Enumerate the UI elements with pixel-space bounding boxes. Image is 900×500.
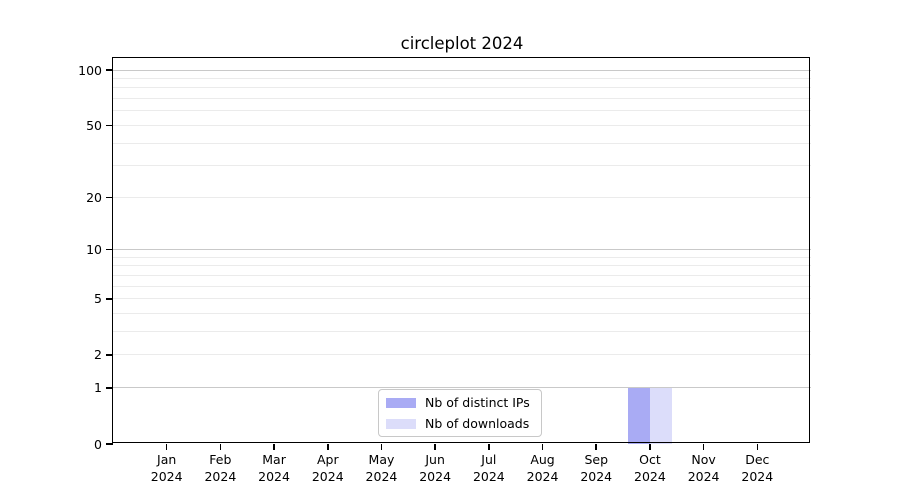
x-axis-tick-label: Jul 2024 bbox=[472, 452, 505, 484]
x-axis-tick bbox=[702, 444, 705, 450]
minor-gridline bbox=[113, 124, 811, 126]
x-axis-tick bbox=[327, 444, 329, 450]
minor-gridline bbox=[113, 298, 811, 300]
x-axis-tick-label: Aug 2024 bbox=[526, 452, 559, 484]
minor-gridline bbox=[113, 98, 811, 100]
x-axis-tick-label: May 2024 bbox=[365, 452, 398, 484]
major-gridline bbox=[113, 387, 811, 389]
y-axis-tick bbox=[106, 69, 113, 71]
y-axis-tick-label: 10 bbox=[86, 242, 102, 258]
legend-label-distinct-ips: Nb of distinct IPs bbox=[425, 395, 530, 410]
y-axis-tick bbox=[106, 248, 113, 251]
x-axis-tick-label: Jan 2024 bbox=[150, 452, 183, 484]
minor-gridline bbox=[113, 77, 811, 79]
x-axis-tick-label: Mar 2024 bbox=[258, 452, 290, 484]
y-axis-tick bbox=[106, 196, 113, 199]
chart-title: circleplot 2024 bbox=[400, 34, 524, 53]
minor-gridline bbox=[113, 331, 811, 333]
x-axis-tick-label: Nov 2024 bbox=[687, 452, 720, 484]
minor-gridline bbox=[113, 265, 811, 267]
y-axis-tick bbox=[106, 443, 113, 445]
minor-gridline bbox=[113, 313, 811, 315]
x-axis-tick-label: Apr 2024 bbox=[311, 452, 344, 484]
x-axis-tick-label: Sep 2024 bbox=[580, 452, 613, 484]
x-axis-tick bbox=[541, 444, 544, 450]
y-axis-tick-label: 5 bbox=[94, 291, 102, 307]
bar-nb-of-downloads-oct-2024 bbox=[649, 387, 672, 444]
x-axis-tick-label: Dec 2024 bbox=[741, 452, 774, 484]
legend-label-downloads: Nb of downloads bbox=[425, 416, 530, 431]
minor-gridline bbox=[113, 285, 811, 287]
y-axis-tick-label: 20 bbox=[86, 189, 102, 205]
y-axis-tick bbox=[106, 387, 113, 389]
minor-gridline bbox=[113, 142, 811, 144]
x-axis-tick-label: Feb 2024 bbox=[204, 452, 237, 484]
minor-gridline bbox=[113, 165, 811, 167]
y-axis-tick-label: 100 bbox=[78, 62, 102, 78]
x-axis-tick bbox=[273, 444, 275, 450]
y-axis-tick-label: 1 bbox=[94, 380, 102, 396]
y-axis-tick-label: 0 bbox=[94, 436, 102, 452]
minor-gridline bbox=[113, 354, 811, 356]
x-axis-tick bbox=[595, 444, 597, 450]
legend: Nb of distinct IPs Nb of downloads bbox=[378, 389, 542, 437]
minor-gridline bbox=[113, 110, 811, 112]
bar-nb-of-distinct-ips-oct-2024 bbox=[628, 387, 650, 444]
x-axis-tick-label: Jun 2024 bbox=[419, 452, 452, 484]
x-axis-tick bbox=[488, 444, 490, 450]
x-axis-tick-label: Oct 2024 bbox=[634, 452, 666, 484]
legend-entry-distinct-ips: Nb of distinct IPs bbox=[379, 394, 541, 411]
y-axis-tick bbox=[106, 124, 113, 127]
legend-entry-downloads: Nb of downloads bbox=[379, 415, 541, 432]
x-axis-tick bbox=[165, 444, 168, 450]
x-axis-tick bbox=[649, 444, 651, 450]
minor-gridline bbox=[113, 196, 811, 198]
x-axis-tick bbox=[380, 444, 383, 450]
x-axis-tick bbox=[219, 444, 222, 450]
minor-gridline bbox=[113, 256, 811, 258]
y-axis-tick-label: 50 bbox=[86, 117, 102, 133]
legend-swatch-distinct-ips bbox=[386, 397, 416, 408]
major-gridline bbox=[113, 249, 811, 251]
minor-gridline bbox=[113, 274, 811, 276]
y-axis-tick bbox=[106, 298, 113, 300]
y-axis-tick-label: 2 bbox=[94, 347, 102, 363]
minor-gridline bbox=[113, 87, 811, 89]
y-axis-tick bbox=[106, 354, 113, 356]
legend-swatch-downloads bbox=[386, 418, 416, 429]
major-gridline bbox=[113, 69, 811, 71]
x-axis-tick bbox=[434, 444, 436, 450]
x-axis-tick bbox=[756, 444, 759, 450]
